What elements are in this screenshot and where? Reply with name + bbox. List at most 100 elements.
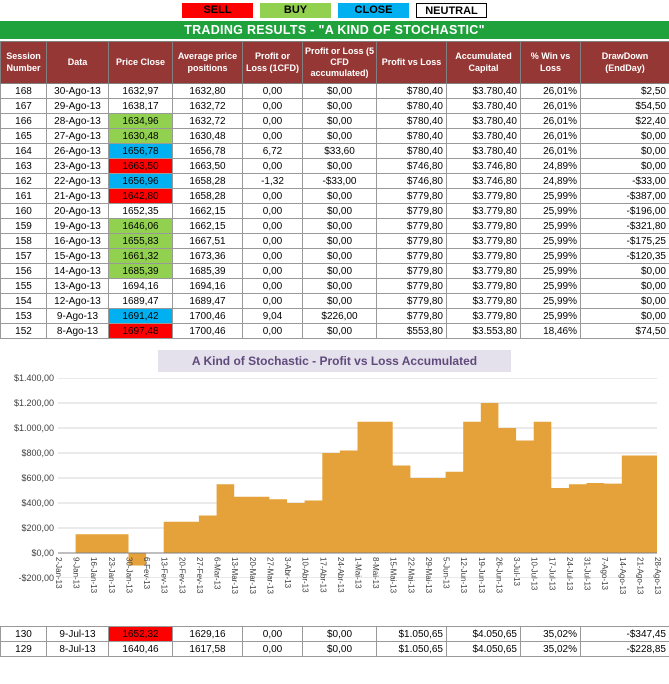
header-accumulated-capital[interactable]: Accumulated Capital <box>446 41 521 84</box>
accumulated-cell[interactable]: $3.779,80 <box>446 293 521 309</box>
pl-5cfd-cell[interactable]: $226,00 <box>302 308 377 324</box>
session-cell[interactable]: 164 <box>0 143 47 159</box>
win-vs-loss-cell[interactable]: 18,46% <box>520 323 581 339</box>
pl-1cfd-cell[interactable]: 9,04 <box>242 308 303 324</box>
profit-vs-loss-cell[interactable]: $780,40 <box>376 83 447 99</box>
session-cell[interactable]: 166 <box>0 113 47 129</box>
profit-vs-loss-cell[interactable]: $779,80 <box>376 248 447 264</box>
profit-vs-loss-cell[interactable]: $779,80 <box>376 203 447 219</box>
pl-1cfd-cell[interactable]: 0,00 <box>242 263 303 279</box>
pl-5cfd-cell[interactable]: $0,00 <box>302 218 377 234</box>
session-cell[interactable]: 165 <box>0 128 47 144</box>
profit-vs-loss-cell[interactable]: $746,80 <box>376 173 447 189</box>
price-close-cell[interactable]: 1638,17 <box>108 98 173 114</box>
drawdown-cell[interactable]: $74,50 <box>580 323 669 339</box>
drawdown-cell[interactable]: $0,00 <box>580 293 669 309</box>
win-vs-loss-cell[interactable]: 26,01% <box>520 113 581 129</box>
avg-price-cell[interactable]: 1700,46 <box>172 323 243 339</box>
accumulated-cell[interactable]: $3.779,80 <box>446 278 521 294</box>
price-close-cell[interactable]: 1691,42 <box>108 308 173 324</box>
avg-price-cell[interactable]: 1632,80 <box>172 83 243 99</box>
avg-price-cell[interactable]: 1617,58 <box>172 641 243 657</box>
header-session-number[interactable]: Session Number <box>0 41 47 84</box>
date-cell[interactable]: 15-Ago-13 <box>46 248 109 264</box>
price-close-cell[interactable]: 1661,32 <box>108 248 173 264</box>
price-close-cell[interactable]: 1652,35 <box>108 203 173 219</box>
session-cell[interactable]: 167 <box>0 98 47 114</box>
pl-5cfd-cell[interactable]: $0,00 <box>302 278 377 294</box>
drawdown-cell[interactable]: $0,00 <box>580 308 669 324</box>
price-close-cell[interactable]: 1630,48 <box>108 128 173 144</box>
header-profit-or-loss-1cfd[interactable]: Profit or Loss (1CFD) <box>242 41 303 84</box>
pl-5cfd-cell[interactable]: $0,00 <box>302 248 377 264</box>
win-vs-loss-cell[interactable]: 24,89% <box>520 173 581 189</box>
accumulated-cell[interactable]: $3.779,80 <box>446 218 521 234</box>
profit-vs-loss-cell[interactable]: $780,40 <box>376 113 447 129</box>
avg-price-cell[interactable]: 1632,72 <box>172 98 243 114</box>
pl-1cfd-cell[interactable]: 0,00 <box>242 113 303 129</box>
accumulated-cell[interactable]: $3.779,80 <box>446 263 521 279</box>
drawdown-cell[interactable]: $0,00 <box>580 143 669 159</box>
drawdown-cell[interactable]: -$347,45 <box>580 626 669 642</box>
date-cell[interactable]: 8-Jul-13 <box>46 641 109 657</box>
win-vs-loss-cell[interactable]: 25,99% <box>520 248 581 264</box>
date-cell[interactable]: 29-Ago-13 <box>46 98 109 114</box>
accumulated-cell[interactable]: $3.746,80 <box>446 173 521 189</box>
price-close-cell[interactable]: 1656,96 <box>108 173 173 189</box>
accumulated-cell[interactable]: $3.779,80 <box>446 233 521 249</box>
win-vs-loss-cell[interactable]: 26,01% <box>520 83 581 99</box>
pl-1cfd-cell[interactable]: 0,00 <box>242 83 303 99</box>
price-close-cell[interactable]: 1663,50 <box>108 158 173 174</box>
session-cell[interactable]: 153 <box>0 308 47 324</box>
pl-1cfd-cell[interactable]: 0,00 <box>242 203 303 219</box>
pl-1cfd-cell[interactable]: 0,00 <box>242 98 303 114</box>
date-cell[interactable]: 21-Ago-13 <box>46 188 109 204</box>
drawdown-cell[interactable]: $0,00 <box>580 158 669 174</box>
win-vs-loss-cell[interactable]: 26,01% <box>520 143 581 159</box>
profit-vs-loss-cell[interactable]: $779,80 <box>376 188 447 204</box>
date-cell[interactable]: 9-Jul-13 <box>46 626 109 642</box>
profit-vs-loss-cell[interactable]: $779,80 <box>376 293 447 309</box>
price-close-cell[interactable]: 1632,97 <box>108 83 173 99</box>
accumulated-cell[interactable]: $3.779,80 <box>446 188 521 204</box>
drawdown-cell[interactable]: $0,00 <box>580 263 669 279</box>
date-cell[interactable]: 14-Ago-13 <box>46 263 109 279</box>
avg-price-cell[interactable]: 1658,28 <box>172 188 243 204</box>
date-cell[interactable]: 28-Ago-13 <box>46 113 109 129</box>
session-cell[interactable]: 168 <box>0 83 47 99</box>
drawdown-cell[interactable]: $2,50 <box>580 83 669 99</box>
avg-price-cell[interactable]: 1700,46 <box>172 308 243 324</box>
session-cell[interactable]: 155 <box>0 278 47 294</box>
avg-price-cell[interactable]: 1629,16 <box>172 626 243 642</box>
profit-vs-loss-cell[interactable]: $553,80 <box>376 323 447 339</box>
profit-vs-loss-cell[interactable]: $780,40 <box>376 128 447 144</box>
avg-price-cell[interactable]: 1662,15 <box>172 203 243 219</box>
date-cell[interactable]: 12-Ago-13 <box>46 293 109 309</box>
accumulated-cell[interactable]: $3.553,80 <box>446 323 521 339</box>
pl-1cfd-cell[interactable]: 0,00 <box>242 128 303 144</box>
win-vs-loss-cell[interactable]: 25,99% <box>520 218 581 234</box>
header-drawdown-endday[interactable]: DrawDown (EndDay) <box>580 41 669 84</box>
date-cell[interactable]: 13-Ago-13 <box>46 278 109 294</box>
avg-price-cell[interactable]: 1685,39 <box>172 263 243 279</box>
header-data[interactable]: Data <box>46 41 109 84</box>
accumulated-cell[interactable]: $3.780,40 <box>446 98 521 114</box>
pl-5cfd-cell[interactable]: $0,00 <box>302 188 377 204</box>
price-close-cell[interactable]: 1694,16 <box>108 278 173 294</box>
date-cell[interactable]: 22-Ago-13 <box>46 173 109 189</box>
pl-1cfd-cell[interactable]: 0,00 <box>242 293 303 309</box>
win-vs-loss-cell[interactable]: 25,99% <box>520 233 581 249</box>
profit-vs-loss-cell[interactable]: $779,80 <box>376 233 447 249</box>
session-cell[interactable]: 157 <box>0 248 47 264</box>
date-cell[interactable]: 20-Ago-13 <box>46 203 109 219</box>
drawdown-cell[interactable]: -$196,00 <box>580 203 669 219</box>
date-cell[interactable]: 27-Ago-13 <box>46 128 109 144</box>
date-cell[interactable]: 9-Ago-13 <box>46 308 109 324</box>
win-vs-loss-cell[interactable]: 26,01% <box>520 128 581 144</box>
accumulated-cell[interactable]: $3.779,80 <box>446 248 521 264</box>
avg-price-cell[interactable]: 1689,47 <box>172 293 243 309</box>
drawdown-cell[interactable]: -$120,35 <box>580 248 669 264</box>
chart-area[interactable]: $1.400,00 $1.200,00 $1.000,00 $800,00 $600,0… <box>0 373 669 620</box>
drawdown-cell[interactable]: -$33,00 <box>580 173 669 189</box>
profit-vs-loss-cell[interactable]: $779,80 <box>376 218 447 234</box>
